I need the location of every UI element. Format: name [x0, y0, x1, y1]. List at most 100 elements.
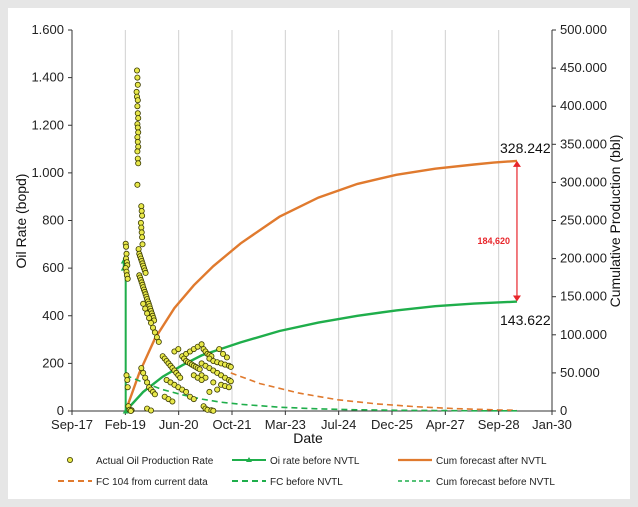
actual-oil-rate-point [210, 379, 217, 386]
actual-oil-rate-point [227, 378, 234, 385]
actual-oil-rate-point [135, 115, 142, 122]
y-left-tick-label: 800 [42, 213, 64, 228]
y-left-tick-label: 600 [42, 260, 64, 275]
actual-oil-rate-point [198, 376, 205, 383]
difference-arrow-head-bottom [512, 295, 521, 302]
actual-oil-rate-point [124, 384, 131, 391]
actual-oil-rate-point [134, 138, 141, 145]
actual-oil-rate-point [210, 407, 217, 414]
actual-oil-rate-point [134, 81, 141, 88]
actual-oil-rate-point [155, 338, 162, 345]
actual-oil-rate-point [139, 234, 146, 241]
legend-item: Oi rate before NVTL [232, 456, 360, 467]
series-cum-forecast-before-line [124, 300, 518, 412]
y-right-tick-label: 350.000 [560, 136, 607, 151]
legend-item: Actual Oil Production Rate [67, 456, 214, 467]
legend-label: FC 104 from current data [96, 477, 208, 488]
legend-label: Cum forecast after NVTL [436, 456, 547, 467]
legend-symbol-actual [67, 456, 74, 463]
x-tick-label: Jul-24 [321, 417, 356, 432]
y-right-tick-label: 500.000 [560, 22, 607, 37]
actual-oil-rate-point [134, 74, 141, 81]
legend-label: FC before NVTL [270, 477, 343, 488]
x-tick-label: Jan-30 [532, 417, 572, 432]
actual-oil-rate-point [134, 67, 141, 74]
actual-oil-rate-point [134, 148, 141, 155]
actual-oil-rate-point [134, 181, 141, 188]
axes: Sep-17 Feb-19 Jun-20 Oct-21 Mar-23 Jul-24 Dec-… [31, 22, 607, 432]
series-fc-before-line [125, 374, 517, 412]
series-layer [120, 67, 518, 414]
series-fc104-line [230, 372, 518, 412]
plot-area [72, 30, 552, 411]
x-tick-label: Jun-20 [159, 417, 199, 432]
oil-rate-chart: Sep-17 Feb-19 Jun-20 Oct-21 Mar-23 Jul-24 Dec-… [13, 22, 623, 488]
actual-oil-rate-point [206, 388, 213, 395]
actual-oil-rate-point [169, 398, 176, 405]
actual-oil-rate-point [138, 229, 145, 236]
legend-item: Cum forecast after NVTL [398, 456, 547, 467]
actual-oil-rate-point [196, 366, 203, 373]
actual-oil-rate-point [127, 407, 134, 414]
y-right-tick-label: 150.000 [560, 289, 607, 304]
y-right-tick-label: 400.000 [560, 98, 607, 113]
legend-label: Oi rate before NVTL [270, 456, 360, 467]
actual-oil-rate-point [123, 250, 130, 257]
actual-oil-rate-point [138, 203, 145, 210]
legend-label: Actual Oil Production Rate [96, 456, 214, 467]
legend-item: FC before NVTL [232, 477, 343, 488]
y-left-axis-title: Oil Rate (bopd) [13, 174, 29, 269]
actual-oil-rate-point [190, 396, 197, 403]
x-tick-label: Sep-17 [51, 417, 93, 432]
y-left-tick-label: 1.600 [31, 22, 64, 37]
y-left-tick-label: 1.200 [31, 117, 64, 132]
x-tick-label: Oct-21 [212, 417, 251, 432]
actual-oil-rate-point [219, 350, 226, 357]
x-tick-label: Apr-27 [426, 417, 465, 432]
difference-arrow [512, 160, 521, 302]
y-right-tick-label: 300.000 [560, 174, 607, 189]
actual-oil-rate-point [134, 110, 141, 117]
actual-oil-rate-point [135, 160, 142, 167]
actual-oil-rate-point [142, 269, 149, 276]
actual-oil-rate-point [135, 129, 142, 136]
legend-symbol-marker [246, 457, 252, 462]
series-oil-rate-before-point [122, 408, 129, 414]
x-axis-title: Date [293, 430, 323, 446]
actual-oil-rate-point [138, 224, 145, 231]
y-left-tick-label: 1.000 [31, 165, 64, 180]
series-cum-forecast-after-line [124, 159, 518, 412]
legend-item: Cum forecast before NVTL [398, 477, 555, 488]
y-right-tick-label: 100.000 [560, 327, 607, 342]
actual-oil-rate-point [134, 103, 141, 110]
y-right-tick-label: 50.000 [560, 365, 600, 380]
actual-oil-rate-point [227, 363, 234, 370]
y-right-tick-label: 0 [560, 403, 567, 418]
actual-oil-rate-point [124, 376, 131, 383]
actual-oil-rate-point [134, 124, 141, 131]
actual-oil-rate-point [151, 391, 158, 398]
actual-oil-rate-point [139, 212, 146, 219]
y-right-axis-title: Cumulative Production (bbl) [607, 135, 623, 308]
actual-oil-rate-point [214, 386, 221, 393]
actual-oil-rate-point [225, 384, 232, 391]
actual-oil-rate-point [175, 346, 182, 353]
legend: Actual Oil Production Rate Oi rate before… [58, 456, 555, 488]
difference-label: 184,620 [477, 236, 510, 246]
actual-oil-rate-point [183, 388, 190, 395]
x-tick-label: Sep-28 [478, 417, 520, 432]
actual-oil-rate-point [134, 97, 141, 104]
actual-oil-rate-point [124, 275, 131, 282]
y-right-tick-label: 450.000 [560, 60, 607, 75]
y-left-tick-label: 1.400 [31, 70, 64, 85]
y-left-tick-label: 400 [42, 308, 64, 323]
actual-oil-rate-point [133, 88, 140, 95]
actual-oil-rate-point [223, 354, 230, 361]
chart-frame: Sep-17 Feb-19 Jun-20 Oct-21 Mar-23 Jul-24 Dec-… [8, 8, 630, 499]
difference-arrow-head-top [512, 160, 521, 167]
legend-item: FC 104 from current data [58, 477, 208, 488]
x-tick-label: Feb-19 [105, 417, 146, 432]
actual-oil-rate-point [177, 374, 184, 381]
actual-oil-rate-point [147, 407, 154, 414]
y-right-tick-label: 250.000 [560, 213, 607, 228]
